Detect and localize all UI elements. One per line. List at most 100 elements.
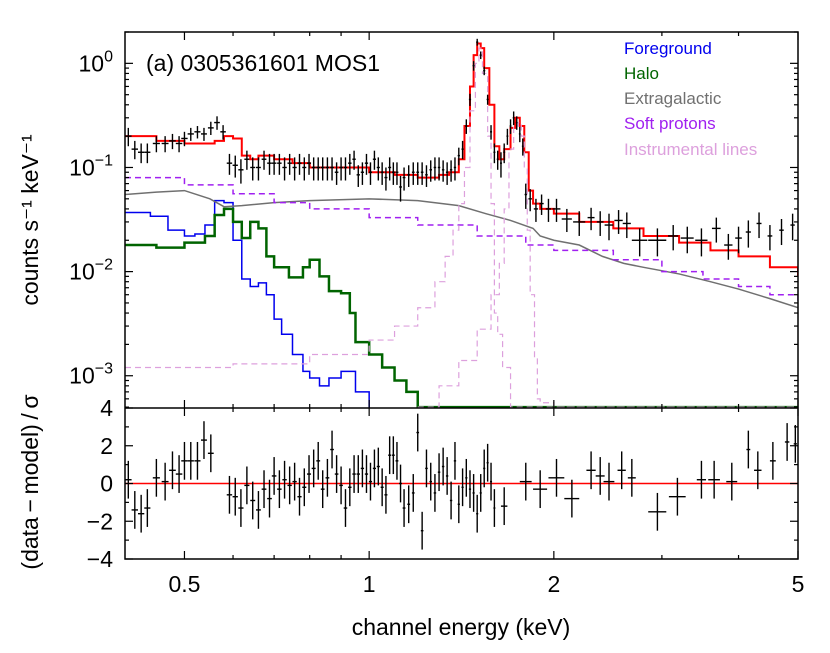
data-point — [325, 157, 330, 181]
residual-point — [368, 462, 373, 501]
residual-point — [325, 458, 330, 497]
y-tick-label: 100 — [79, 48, 114, 76]
data-point — [479, 51, 482, 60]
y-tick-label: 10−3 — [69, 361, 113, 389]
plot-frame — [124, 31, 799, 560]
data-point — [483, 66, 486, 76]
residual-point — [181, 441, 188, 480]
data-point — [368, 162, 373, 185]
residual-point — [399, 464, 402, 503]
data-point — [395, 162, 399, 185]
residual-point — [364, 455, 369, 493]
data-point — [648, 228, 667, 257]
data-point — [779, 219, 784, 246]
data-point — [767, 225, 773, 251]
data-point — [380, 162, 384, 185]
data-point — [790, 213, 795, 241]
data-point — [200, 127, 207, 141]
data-point — [453, 157, 457, 181]
panel-title: (a) 0305361601 MOS1 — [146, 50, 380, 76]
residual-point — [161, 462, 169, 501]
data-point — [343, 157, 348, 181]
residual-point — [360, 449, 365, 488]
residual-point — [595, 457, 605, 495]
residual-point — [519, 462, 532, 501]
residual-point — [696, 460, 706, 499]
data-point — [437, 157, 441, 181]
y-tick-label: 2 — [100, 433, 113, 459]
data-point — [490, 125, 493, 140]
data-point — [695, 228, 708, 257]
data-point — [476, 38, 479, 46]
residual-point — [564, 479, 580, 518]
residual-point — [391, 436, 395, 475]
residual-point — [348, 468, 352, 507]
legend-instrumental-lines: Instrumental lines — [624, 140, 757, 159]
data-point — [307, 153, 312, 175]
residual-point — [754, 451, 762, 490]
legend-foreground: Foreground — [624, 39, 712, 58]
data-point — [668, 225, 679, 251]
data-point — [297, 153, 302, 175]
residual-point — [486, 443, 489, 482]
residual-point — [356, 455, 360, 493]
data-point — [735, 226, 742, 254]
data-point — [622, 212, 631, 239]
data-point — [533, 198, 539, 222]
residual-point — [330, 430, 334, 469]
legend-halo: Halo — [624, 64, 659, 83]
data-point — [711, 217, 721, 243]
model-curve-halo — [125, 207, 798, 408]
x-tick-label: 1 — [363, 571, 376, 597]
residual-point — [420, 511, 424, 550]
residual-point — [277, 470, 282, 509]
residual-point — [376, 447, 380, 486]
model-curve-instrumental-line-si-k- — [417, 121, 798, 408]
data-point — [499, 152, 502, 178]
residual-point — [586, 451, 596, 490]
residual-point — [144, 489, 151, 527]
residual-point — [320, 470, 325, 509]
data-point — [384, 167, 388, 191]
data-point — [352, 150, 356, 170]
data-point — [756, 212, 762, 239]
residual-point — [238, 489, 244, 527]
data-point — [267, 153, 272, 175]
x-tick-label: 2 — [547, 571, 560, 597]
residual-point — [627, 458, 636, 497]
data-point — [631, 228, 648, 257]
residual-point — [226, 475, 233, 514]
data-point — [552, 198, 561, 222]
residual-point — [500, 487, 508, 526]
residual-point — [416, 413, 420, 452]
residual-point — [479, 474, 482, 512]
data-point — [457, 147, 460, 166]
residual-point — [726, 462, 738, 501]
residual-point — [465, 458, 468, 497]
residual-point — [343, 489, 348, 527]
residual-point — [668, 477, 686, 516]
residual-point — [445, 457, 449, 495]
residual-point — [437, 453, 441, 492]
data-point — [429, 160, 433, 182]
residual-point — [250, 481, 256, 520]
data-point — [614, 210, 623, 234]
residual-point — [548, 458, 565, 497]
residual-point — [793, 424, 797, 463]
data-point — [509, 119, 512, 134]
data-point — [388, 157, 392, 181]
legend-extragalactic: Extragalactic — [624, 89, 722, 108]
model-curve-extragalactic — [125, 189, 798, 309]
residual-point — [244, 466, 250, 505]
residual-point — [194, 441, 201, 480]
y-axis-title-residuals: (data − model) / σ — [17, 394, 43, 569]
residual-point — [433, 474, 437, 512]
residual-point — [468, 470, 472, 509]
residual-point — [261, 470, 267, 509]
y-tick-label: 4 — [100, 395, 113, 421]
data-point — [244, 150, 250, 170]
data-point — [680, 226, 694, 254]
residual-point — [287, 466, 292, 505]
residual-point — [292, 462, 297, 501]
residual-point — [169, 451, 176, 490]
